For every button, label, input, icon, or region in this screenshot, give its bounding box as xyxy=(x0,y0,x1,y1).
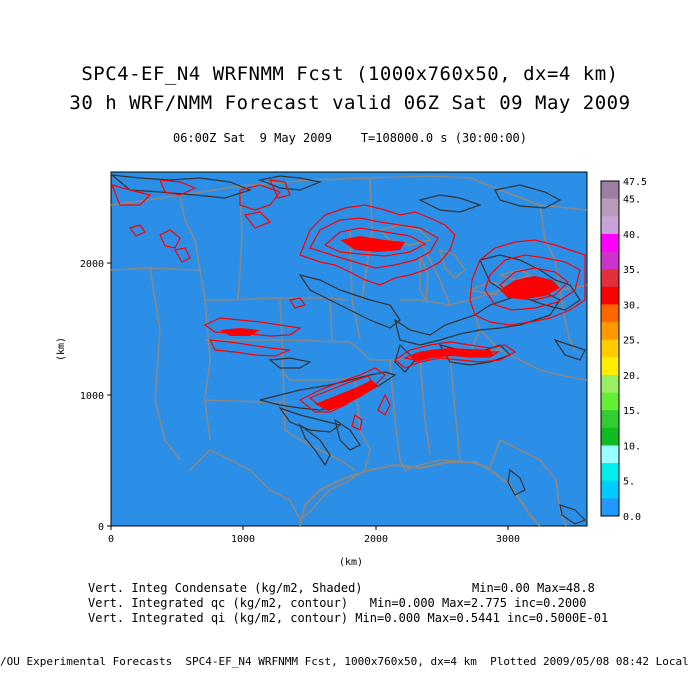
colorbar-swatch xyxy=(601,463,619,482)
colorbar-label: 45. xyxy=(623,195,641,206)
y-tick-label: 0 xyxy=(98,522,104,533)
gulf-coastline xyxy=(299,461,541,527)
colorbar-swatch xyxy=(601,374,619,394)
colorbar-label: 15. xyxy=(623,406,641,417)
colorbar-swatch xyxy=(601,357,619,376)
colorbar-label: 5. xyxy=(623,477,635,488)
colorbar-swatch xyxy=(601,322,619,341)
colorbar-swatch xyxy=(601,286,619,305)
colorbar-label: 40. xyxy=(623,230,641,241)
y-tick-label: 2000 xyxy=(80,259,104,270)
colorbar-label: 47.5 xyxy=(623,177,647,188)
colorbar-label: 10. xyxy=(623,441,641,452)
colorbar-swatch xyxy=(601,251,619,270)
qc-contours xyxy=(110,179,586,431)
stats-shaded-label: Vert. Integ Condensate (kg/m2, Shaded) xyxy=(88,581,363,595)
y-axis-label: (km) xyxy=(56,337,67,361)
colorbar: 47.5 45. 40. 35. 30. 25. 20. 15. 10. 5. 0.0 xyxy=(600,177,647,523)
colorbar-swatch xyxy=(601,269,619,288)
colorbar-swatch xyxy=(601,304,619,323)
colorbar-swatch xyxy=(601,498,619,517)
y-tick-labels: 0 1000 2000 xyxy=(80,259,104,533)
colorbar-swatch xyxy=(601,445,619,464)
title-line-2: 30 h WRF/NMM Forecast valid 06Z Sat 09 M… xyxy=(69,92,631,114)
colorbar-label: 25. xyxy=(623,336,641,347)
y-tick-label: 1000 xyxy=(80,391,104,402)
footer-credit: /OU Experimental Forecasts SPC4-EF_N4 WR… xyxy=(0,655,689,668)
colorbar-frame xyxy=(600,180,620,517)
x-tick-label: 0 xyxy=(108,534,114,545)
colorbar-swatch xyxy=(601,233,619,253)
colorbar-swatch xyxy=(601,198,619,217)
colorbar-label: 20. xyxy=(623,371,641,382)
colorbar-swatch xyxy=(601,216,619,235)
colorbar-swatch xyxy=(601,410,619,429)
colorbar-label: 30. xyxy=(623,300,641,311)
stats-qi: Vert. Integrated qi (kg/m2, contour) Min… xyxy=(88,611,609,625)
colorbar-swatch xyxy=(601,480,619,499)
heavy-condensate-areas xyxy=(220,236,560,411)
axis-ticks xyxy=(107,262,509,530)
condensate-field xyxy=(110,171,588,527)
colorbar-swatch xyxy=(601,427,619,446)
stats-qc: Vert. Integrated qc (kg/m2, contour) Min… xyxy=(88,596,587,610)
stats-shaded-range: Min=0.00 Max=48.8 xyxy=(472,581,595,595)
x-tick-labels: 0 1000 2000 3000 xyxy=(108,534,520,545)
colorbar-label: 0.0 xyxy=(623,512,641,523)
colorbar-label: 35. xyxy=(623,265,641,276)
colorbar-swatch xyxy=(601,181,619,200)
x-tick-label: 3000 xyxy=(496,534,520,545)
title-line-1: SPC4-EF_N4 WRFNMM Fcst (1000x760x50, dx=… xyxy=(81,63,619,85)
colorbar-swatch xyxy=(601,392,619,411)
colorbar-swatch xyxy=(601,339,619,358)
valid-time-subtitle: 06:00Z Sat 9 May 2009 T=108000.0 s (30:0… xyxy=(172,131,527,145)
x-tick-label: 2000 xyxy=(364,534,388,545)
x-tick-label: 1000 xyxy=(231,534,255,545)
x-axis-label: (km) xyxy=(339,557,363,568)
